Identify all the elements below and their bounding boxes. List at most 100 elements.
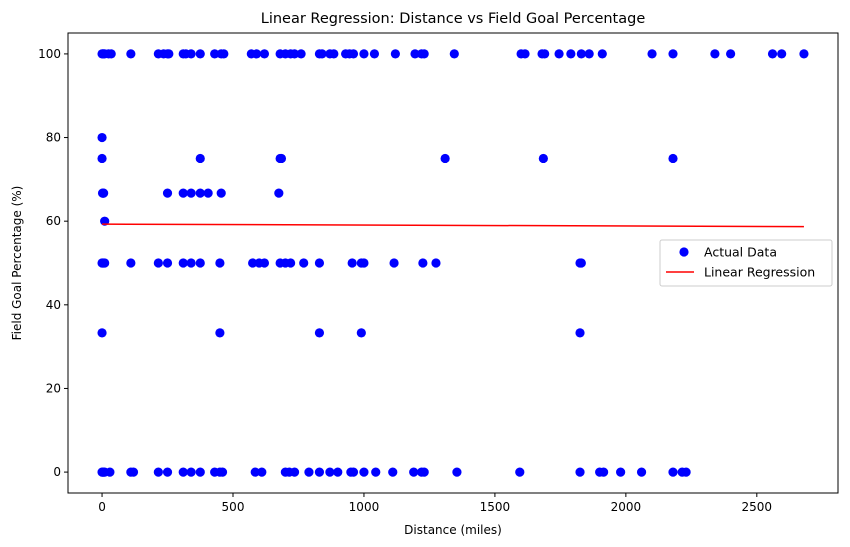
x-axis-ticks: 0 500 1000 1500 2000 2500 <box>98 493 772 514</box>
data-point <box>186 467 196 477</box>
data-point <box>99 188 109 198</box>
data-point <box>217 467 228 477</box>
data-point <box>186 49 196 59</box>
data-point <box>317 49 327 59</box>
data-point <box>289 467 300 477</box>
data-point <box>389 258 399 268</box>
data-point <box>616 467 626 477</box>
data-point <box>390 49 400 59</box>
data-point <box>767 49 778 59</box>
data-point <box>314 328 325 338</box>
data-point <box>100 258 110 268</box>
data-point <box>410 49 420 59</box>
x-tick-label: 2000 <box>611 500 642 514</box>
data-point <box>576 49 586 59</box>
data-point <box>520 49 530 59</box>
data-point <box>248 258 258 268</box>
x-axis-label: Distance (miles) <box>404 523 502 537</box>
data-point <box>97 132 107 143</box>
data-point <box>178 258 188 268</box>
x-tick-label: 2500 <box>742 500 773 514</box>
data-point <box>128 467 139 477</box>
data-point <box>162 188 173 198</box>
data-point <box>259 258 270 268</box>
data-point <box>126 258 136 268</box>
data-point <box>333 467 343 477</box>
data-point <box>566 49 576 59</box>
data-point <box>219 49 229 59</box>
data-point <box>636 467 647 477</box>
data-point <box>257 467 267 477</box>
legend-marker-actual-data <box>679 247 689 257</box>
data-point <box>369 49 380 59</box>
y-tick-label: 40 <box>46 298 61 312</box>
data-point <box>575 328 585 338</box>
y-tick-label: 80 <box>46 131 61 145</box>
data-point <box>440 153 450 164</box>
data-point <box>276 153 287 164</box>
data-point <box>575 467 585 477</box>
data-point <box>286 258 296 268</box>
data-point <box>449 49 459 59</box>
data-point <box>452 467 462 477</box>
data-point <box>347 258 357 268</box>
data-point <box>409 467 419 477</box>
chart-title: Linear Regression: Distance vs Field Goa… <box>261 11 646 27</box>
data-point <box>599 467 609 477</box>
data-point <box>215 328 225 338</box>
data-point <box>538 153 548 164</box>
data-point <box>164 49 174 59</box>
data-point <box>726 49 736 59</box>
data-point <box>668 49 678 59</box>
data-point <box>304 467 314 477</box>
data-point <box>289 49 300 59</box>
data-point <box>195 258 205 268</box>
data-point <box>359 467 369 477</box>
data-point <box>329 49 339 59</box>
data-point <box>97 328 107 338</box>
data-point <box>710 49 720 59</box>
legend-box <box>659 239 833 287</box>
data-point <box>195 49 205 59</box>
data-point <box>97 153 107 164</box>
y-tick-label: 60 <box>46 214 61 228</box>
data-point <box>186 258 196 268</box>
data-point <box>195 467 205 477</box>
data-point <box>162 258 173 268</box>
data-point <box>105 467 115 477</box>
data-point <box>178 467 188 477</box>
data-point <box>215 258 225 268</box>
y-tick-label: 20 <box>46 381 61 395</box>
regression-line-layer <box>102 223 804 228</box>
data-point <box>195 153 205 164</box>
data-point <box>777 49 787 59</box>
x-tick-label: 0 <box>98 500 106 514</box>
data-point <box>418 258 428 268</box>
data-point <box>348 467 359 477</box>
data-point <box>388 467 398 477</box>
data-point <box>419 467 429 477</box>
data-point <box>259 49 270 59</box>
data-point <box>431 258 441 268</box>
data-point <box>296 49 306 59</box>
data-point <box>681 467 691 477</box>
data-point <box>299 258 309 268</box>
data-point <box>314 467 325 477</box>
data-point <box>186 188 196 198</box>
y-axis-ticks: 0 20 40 60 80 100 <box>38 47 68 479</box>
x-tick-label: 1000 <box>349 500 380 514</box>
x-tick-label: 500 <box>222 500 245 514</box>
data-point <box>576 258 586 268</box>
data-point <box>371 467 381 477</box>
data-point <box>584 49 594 59</box>
regression-line <box>102 223 804 228</box>
data-point <box>126 49 136 59</box>
data-point <box>274 188 284 198</box>
data-point <box>195 188 205 198</box>
data-point <box>799 49 809 59</box>
x-tick-label: 1500 <box>480 500 511 514</box>
data-point <box>668 153 678 164</box>
legend-label-linear-regression: Linear Regression <box>704 265 815 280</box>
data-point <box>106 49 116 59</box>
